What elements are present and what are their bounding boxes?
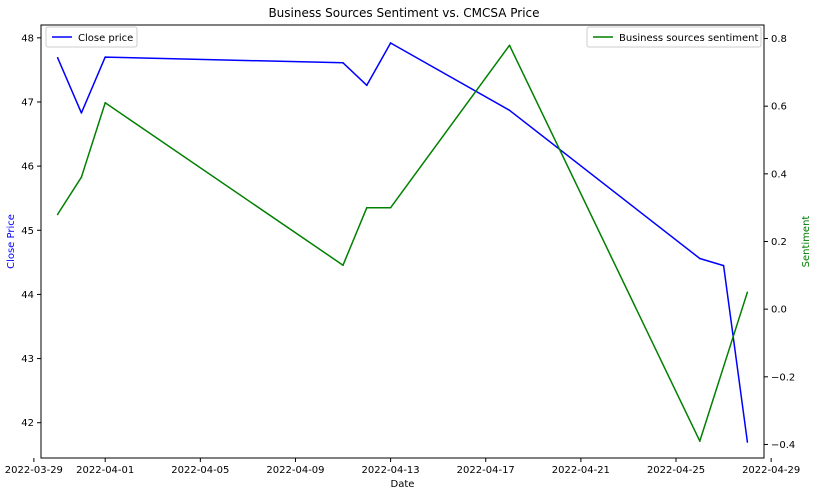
- x-tick-label: 2022-04-21: [552, 465, 610, 476]
- data-point: [342, 62, 344, 64]
- data-point: [104, 102, 107, 104]
- y-right-tick-label: 0.0: [771, 305, 787, 316]
- data-point: [80, 176, 83, 179]
- chart-title: Business Sources Sentiment vs. CMCSA Pri…: [268, 6, 539, 20]
- y-left-tick-label: 44: [21, 290, 34, 301]
- y-right-tick-label: 0.4: [771, 169, 787, 180]
- data-point: [366, 84, 368, 87]
- data-point: [342, 264, 344, 266]
- data-point: [508, 44, 511, 47]
- data-point: [56, 213, 59, 216]
- data-point: [698, 440, 701, 442]
- y-right-tick-label: −0.2: [771, 372, 795, 383]
- legend-sentiment: Business sources sentiment: [586, 26, 762, 48]
- y-right-tick-label: 0.6: [771, 102, 787, 113]
- x-tick-label: 2022-04-13: [362, 465, 420, 476]
- legends: Close price Business sources sentiment: [45, 26, 762, 48]
- data-point: [104, 56, 107, 58]
- y-left-tick-label: 42: [21, 418, 34, 429]
- data-point: [746, 441, 749, 443]
- x-tick-label: 2022-03-29: [5, 465, 63, 476]
- legend-box: [45, 26, 138, 48]
- y-axis-right-label: Sentiment: [801, 216, 812, 268]
- data-point: [746, 291, 749, 294]
- x-tick-label: 2022-04-17: [457, 465, 515, 476]
- y-right-tick-label: 0.8: [771, 34, 787, 45]
- series-line-close-price: [56, 42, 749, 443]
- y-left-tick-label: 43: [21, 354, 34, 365]
- x-tick-label: 2022-04-29: [742, 465, 800, 476]
- y-left-tick-label: 47: [21, 97, 34, 108]
- plot-area: [56, 42, 749, 443]
- data-point: [508, 109, 511, 112]
- y-left-tick-label: 45: [21, 226, 34, 237]
- x-axis-label: Date: [391, 479, 415, 490]
- legend-box: [586, 26, 762, 48]
- y-axis-left-label: Close Price: [6, 214, 17, 269]
- x-tick-label: 2022-04-09: [266, 465, 324, 476]
- x-tick-label: 2022-04-01: [76, 465, 134, 476]
- y-right-tick-label: 0.2: [771, 237, 787, 248]
- x-tick-label: 2022-04-25: [647, 465, 705, 476]
- data-point: [389, 42, 392, 44]
- legend-label: Business sources sentiment: [619, 33, 759, 44]
- y-right-tick-label: −0.4: [771, 440, 795, 451]
- legend-label: Close price: [78, 33, 133, 44]
- data-point: [366, 206, 368, 209]
- data-point: [80, 112, 83, 114]
- axes: 2022-03-29 2022-04-01 2022-04-05 2022-04-09…: [5, 33, 800, 476]
- data-point: [722, 264, 725, 267]
- data-point: [698, 257, 701, 260]
- x-tick-label: 2022-04-05: [171, 465, 229, 476]
- data-point: [389, 206, 392, 209]
- y-left-tick-label: 48: [21, 33, 34, 44]
- legend-close-price: Close price: [45, 26, 138, 48]
- data-point: [56, 56, 59, 59]
- y-left-tick-label: 46: [21, 162, 34, 173]
